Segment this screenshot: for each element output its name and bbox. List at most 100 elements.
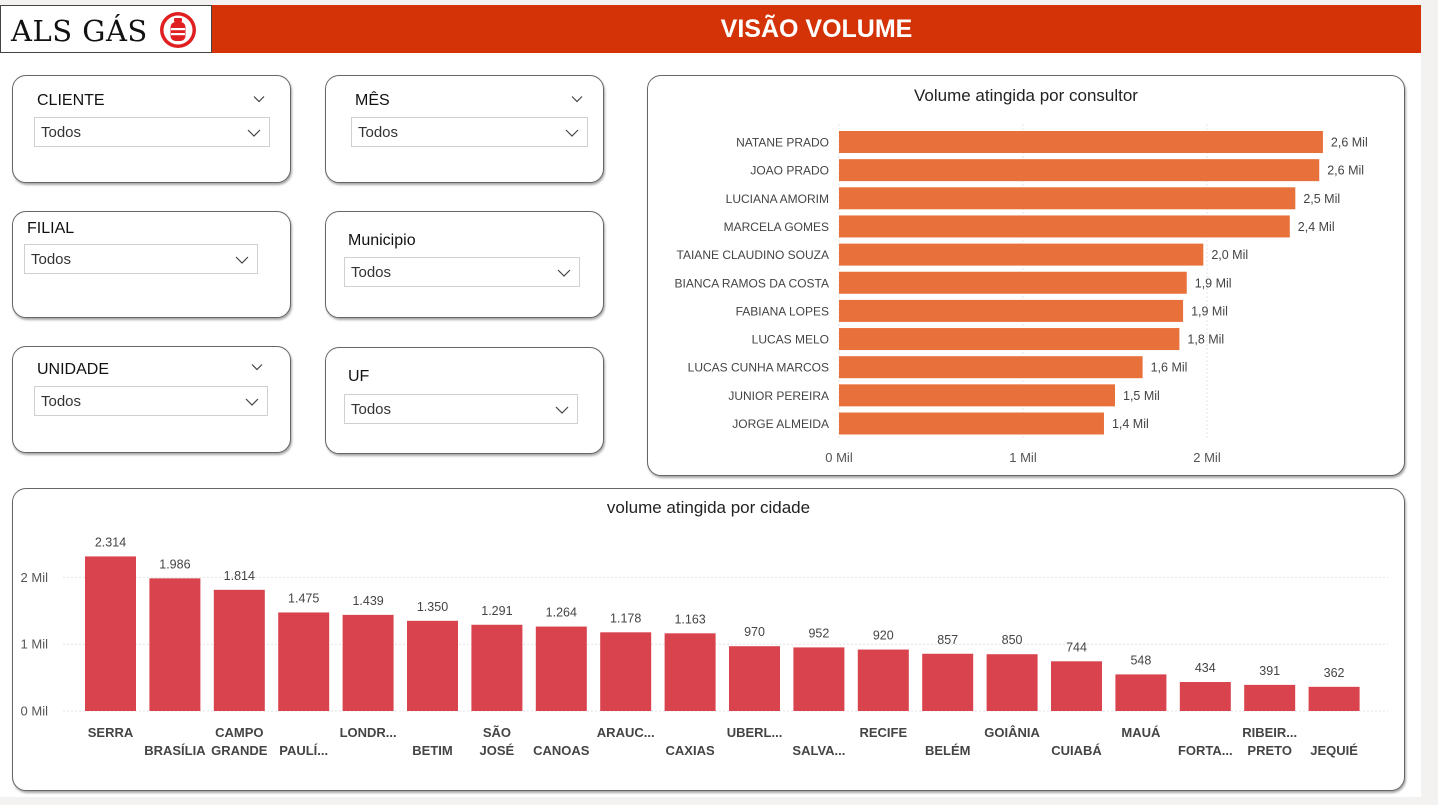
unidade-dropdown[interactable]: Todos xyxy=(34,386,268,416)
bar xyxy=(839,384,1115,407)
y-tick-label: 2 Mil xyxy=(21,570,49,585)
dropdown-value: Todos xyxy=(358,124,399,141)
category-label-line: CUIABÁ xyxy=(1051,743,1102,758)
slicer-cliente[interactable]: CLIENTE Todos xyxy=(12,75,291,183)
category-label-line: PRETO xyxy=(1247,743,1292,758)
slicer-label: UF xyxy=(348,368,370,385)
page-edge-bottom xyxy=(0,797,1438,805)
bar xyxy=(839,131,1323,153)
category-label-line: JEQUIÉ xyxy=(1310,743,1358,758)
slicer-unidade[interactable]: UNIDADE Todos xyxy=(12,346,291,453)
column xyxy=(1115,674,1167,711)
chevron-down-icon xyxy=(247,129,261,137)
gas-cylinder-icon xyxy=(160,12,196,48)
column xyxy=(149,578,201,711)
slicer-filial[interactable]: FILIAL Todos xyxy=(12,211,291,318)
data-label: 1.350 xyxy=(417,600,448,614)
category-label: FABIANA LOPES xyxy=(736,304,829,318)
column xyxy=(213,589,265,711)
chart-title: volume atingida por cidade xyxy=(606,498,811,517)
category-label: RECIFE xyxy=(859,725,907,740)
data-label: 1.986 xyxy=(159,557,190,571)
filial-dropdown[interactable]: Todos xyxy=(24,244,258,274)
category-label: ARAUC... xyxy=(597,725,655,740)
category-label: LUCAS CUNHA MARCOS xyxy=(688,361,829,375)
data-label: 1.439 xyxy=(352,594,383,608)
data-label: 1.163 xyxy=(674,612,705,626)
data-label: 1.178 xyxy=(610,611,641,625)
category-label-line: MAUÁ xyxy=(1121,725,1161,740)
chevron-down-icon[interactable] xyxy=(253,93,265,105)
bar xyxy=(839,243,1204,266)
slicer-label: CLIENTE xyxy=(37,92,105,109)
category-label-line: LONDR... xyxy=(340,725,397,740)
column xyxy=(793,647,845,711)
category-label-line: BETIM xyxy=(412,743,452,758)
category-label-line: GRANDE xyxy=(211,743,268,758)
category-label: MARCELA GOMES xyxy=(724,220,829,234)
x-tick-label: 2 Mil xyxy=(1193,450,1221,465)
category-label: NATANE PRADO xyxy=(736,136,829,150)
category-label: BELÉM xyxy=(925,743,971,758)
bar xyxy=(839,356,1143,379)
chevron-down-icon xyxy=(557,269,571,277)
y-tick-label: 0 Mil xyxy=(21,704,49,719)
chevron-down-icon[interactable] xyxy=(251,361,263,373)
category-label-line: UBERL... xyxy=(727,725,783,740)
data-label: 548 xyxy=(1130,653,1151,667)
data-label: 850 xyxy=(1002,633,1023,647)
category-label-line: GOIÂNIA xyxy=(984,725,1040,740)
data-label: 1.475 xyxy=(288,591,319,605)
data-label: 970 xyxy=(744,625,765,639)
dropdown-value: Todos xyxy=(41,393,82,410)
chevron-down-icon[interactable] xyxy=(571,93,583,105)
column xyxy=(278,612,330,711)
bar xyxy=(839,159,1320,182)
category-label: UBERL... xyxy=(727,725,783,740)
data-label: 1,5 Mil xyxy=(1123,389,1160,403)
dropdown-value: Todos xyxy=(31,251,72,268)
consultant-bar-chart: 0 Mil 1 Mil 2 Mil NATANE PRADO 2,6 Mil JOAO P… xyxy=(675,124,1368,465)
category-label-line: SÃO xyxy=(483,725,511,740)
chart-title: Volume atingida por consultor xyxy=(914,86,1138,105)
uf-dropdown[interactable]: Todos xyxy=(344,394,578,424)
category-label-line: CAMPO xyxy=(215,725,263,740)
y-tick-label: 1 Mil xyxy=(21,637,49,652)
slicer-municipio[interactable]: Municipio Todos xyxy=(325,211,604,318)
mes-dropdown[interactable]: Todos xyxy=(351,117,588,147)
data-label: 434 xyxy=(1195,661,1216,675)
column xyxy=(664,633,716,711)
category-label-line: ARAUC... xyxy=(597,725,655,740)
municipio-dropdown[interactable]: Todos xyxy=(344,257,580,287)
category-label-line: SALVA... xyxy=(792,743,845,758)
column xyxy=(1179,682,1231,711)
chevron-down-icon xyxy=(555,406,569,414)
data-label: 744 xyxy=(1066,640,1087,654)
chevron-down-icon xyxy=(245,398,259,406)
column xyxy=(729,646,780,711)
chevron-down-icon xyxy=(235,256,249,264)
category-label: LONDR... xyxy=(340,725,397,740)
data-label: 391 xyxy=(1259,664,1280,678)
column xyxy=(857,649,909,711)
category-label: MAUÁ xyxy=(1121,725,1161,740)
x-tick-label: 1 Mil xyxy=(1009,450,1037,465)
category-label-line: BRASÍLIA xyxy=(144,743,206,758)
slicer-uf[interactable]: UF Todos xyxy=(325,347,604,454)
column xyxy=(1051,661,1102,711)
slicer-mes[interactable]: MÊS Todos xyxy=(325,75,604,183)
category-label: JEQUIÉ xyxy=(1310,743,1358,758)
category-label-line: RECIFE xyxy=(859,725,907,740)
category-label: CAXIAS xyxy=(666,743,715,758)
top-rule xyxy=(0,0,1438,5)
category-label: PAULÍ... xyxy=(279,743,328,758)
data-label: 2,6 Mil xyxy=(1331,136,1368,150)
data-label: 1.264 xyxy=(546,606,577,620)
column xyxy=(342,614,394,711)
category-label: RIBEIR... PRETO xyxy=(1242,725,1297,758)
slicer-label: FILIAL xyxy=(27,220,75,237)
column xyxy=(407,620,458,711)
page-title: VISÃO VOLUME xyxy=(720,15,913,43)
data-label: 952 xyxy=(808,626,829,640)
cliente-dropdown[interactable]: Todos xyxy=(34,117,270,147)
